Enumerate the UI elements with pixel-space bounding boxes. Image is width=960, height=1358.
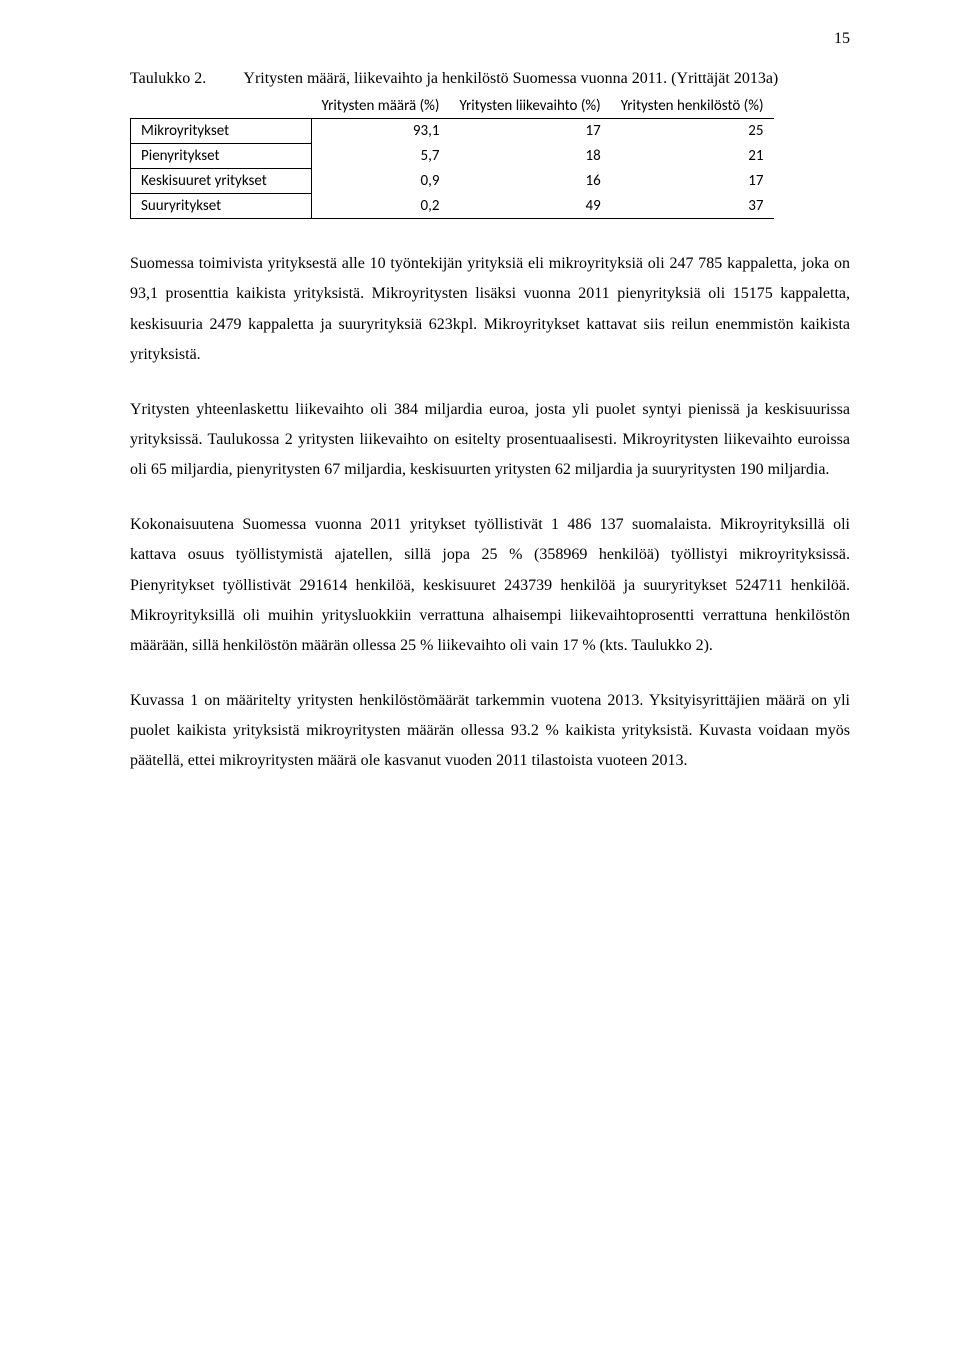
body-paragraph: Kuvassa 1 on määritelty yritysten henkil… <box>130 686 850 777</box>
table-cell: 93,1 <box>312 119 450 144</box>
table-row: Pienyritykset 5,7 18 21 <box>131 144 774 169</box>
data-table: Yritysten määrä (%) Yritysten liikevaiht… <box>130 94 774 219</box>
caption-label: Taulukko 2. <box>130 70 240 88</box>
table-cell: 18 <box>449 144 610 169</box>
table-cell: 21 <box>611 144 774 169</box>
table-cell: 25 <box>611 119 774 144</box>
table-cell: 0,9 <box>312 169 450 194</box>
table-row: Suuryritykset 0,2 49 37 <box>131 194 774 219</box>
table-header-col: Yritysten liikevaihto (%) <box>449 94 610 119</box>
table-cell: 16 <box>449 169 610 194</box>
table-header-col: Yritysten määrä (%) <box>312 94 450 119</box>
table-row-label: Suuryritykset <box>131 194 312 219</box>
table-cell: 17 <box>449 119 610 144</box>
table-cell: 17 <box>611 169 774 194</box>
table-caption: Taulukko 2. Yritysten määrä, liikevaihto… <box>130 70 850 88</box>
table-body: Mikroyritykset 93,1 17 25 Pienyritykset … <box>131 119 774 219</box>
table-cell: 49 <box>449 194 610 219</box>
table-row: Keskisuuret yritykset 0,9 16 17 <box>131 169 774 194</box>
table-header-col: Yritysten henkilöstö (%) <box>611 94 774 119</box>
table-row-label: Keskisuuret yritykset <box>131 169 312 194</box>
table-header: Yritysten määrä (%) Yritysten liikevaiht… <box>131 94 774 119</box>
table-row-label: Pienyritykset <box>131 144 312 169</box>
table-row-label: Mikroyritykset <box>131 119 312 144</box>
page-number: 15 <box>834 30 850 48</box>
caption-text: Yritysten määrä, liikevaihto ja henkilös… <box>243 70 778 87</box>
body-paragraph: Kokonaisuutena Suomessa vuonna 2011 yrit… <box>130 510 850 662</box>
table-cell: 37 <box>611 194 774 219</box>
body-paragraph: Yritysten yhteenlaskettu liikevaihto oli… <box>130 395 850 486</box>
document-page: 15 Taulukko 2. Yritysten määrä, liikevai… <box>0 0 960 1358</box>
body-paragraph: Suomessa toimivista yrityksestä alle 10 … <box>130 249 850 371</box>
table-cell: 0,2 <box>312 194 450 219</box>
table-cell: 5,7 <box>312 144 450 169</box>
table-row: Mikroyritykset 93,1 17 25 <box>131 119 774 144</box>
table-header-empty <box>131 94 312 119</box>
